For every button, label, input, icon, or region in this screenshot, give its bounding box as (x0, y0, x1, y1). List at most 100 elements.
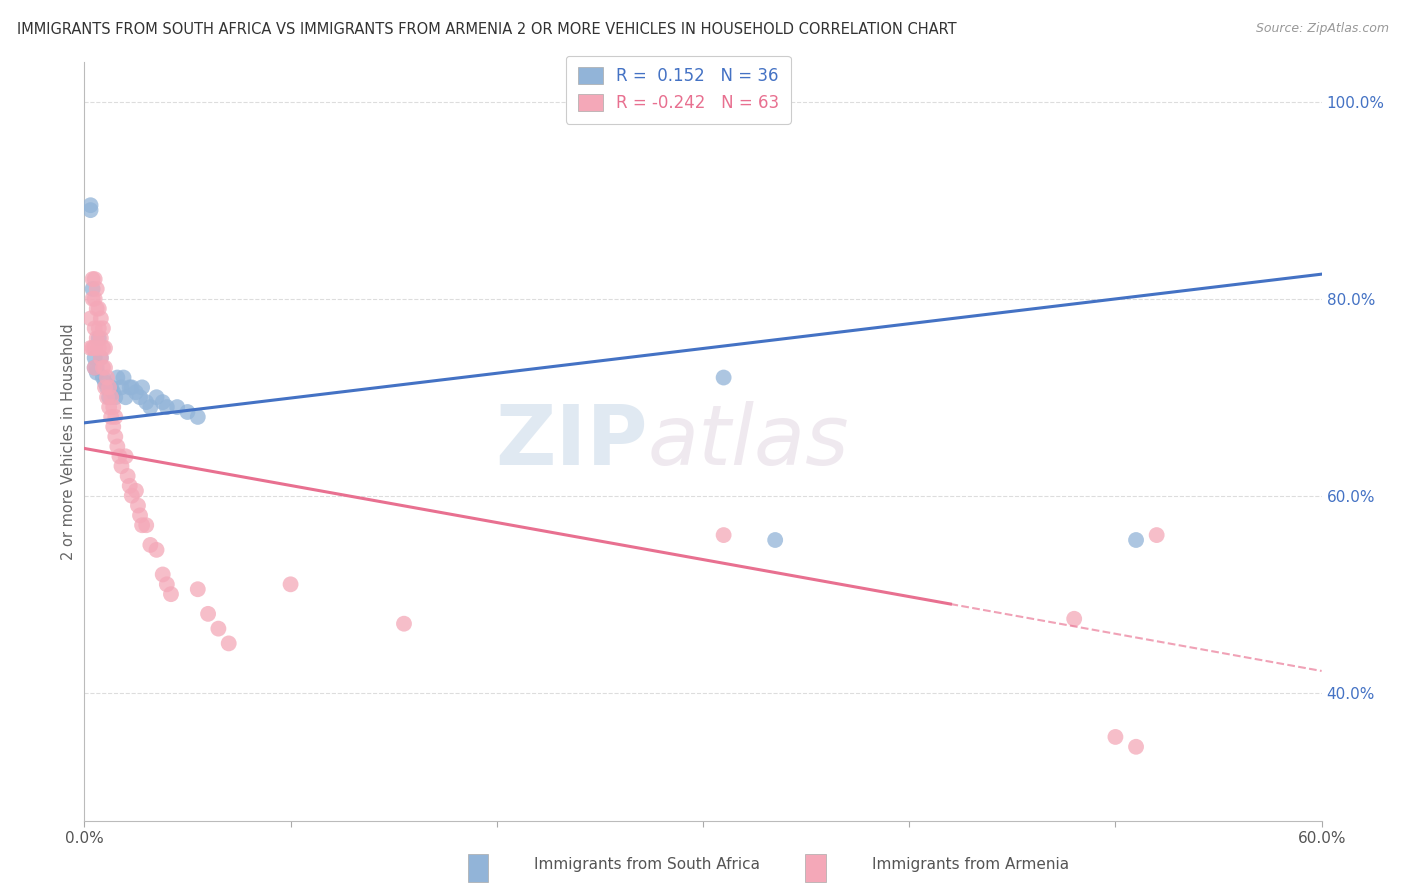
Point (91, 370, 114, 384)
Legend: R =  0.152   N = 36, R = -0.242   N = 63: R = 0.152 N = 36, R = -0.242 N = 63 (565, 55, 790, 124)
Point (114, 450, 136, 464)
Point (91, 360, 114, 375)
Text: Immigrants from South Africa: Immigrants from South Africa (534, 857, 761, 872)
Point (94, 376, 117, 390)
Text: Immigrants from Armenia: Immigrants from Armenia (872, 857, 1069, 872)
Point (763, 533, 786, 547)
Point (145, 390, 167, 404)
Y-axis label: 2 or more Vehicles in Household: 2 or more Vehicles in Household (60, 323, 76, 560)
Point (82, 282, 104, 296)
Point (110, 459, 132, 474)
Point (103, 400, 125, 414)
Point (86, 331, 108, 345)
Point (86, 360, 108, 375)
Point (96, 380, 118, 394)
Point (187, 409, 209, 424)
Point (96, 370, 118, 384)
Point (96, 390, 118, 404)
Point (145, 542, 167, 557)
Point (218, 636, 240, 650)
Point (86, 282, 108, 296)
Point (129, 508, 152, 523)
Point (87, 331, 110, 345)
Point (98, 380, 121, 394)
Point (166, 400, 188, 414)
Text: ZIP: ZIP (495, 401, 647, 482)
Point (82, 341, 104, 355)
Point (118, 380, 141, 394)
Point (83, 341, 105, 355)
Point (713, 370, 735, 384)
Point (98, 390, 121, 404)
Point (103, 419, 125, 434)
Point (129, 390, 152, 404)
Point (90, 331, 112, 345)
Point (79, 311, 101, 326)
Point (139, 538, 162, 552)
Point (86, 301, 108, 316)
Point (104, 390, 127, 404)
Point (104, 409, 127, 424)
Point (392, 616, 415, 631)
Point (110, 380, 132, 394)
Point (152, 395, 174, 409)
Point (83, 272, 105, 286)
Point (135, 518, 157, 533)
Point (125, 385, 148, 400)
Point (1125, 739, 1147, 754)
Point (156, 577, 179, 591)
Point (94, 360, 117, 375)
Point (98, 400, 121, 414)
Point (100, 409, 122, 424)
Point (105, 440, 128, 454)
Point (152, 567, 174, 582)
Text: IMMIGRANTS FROM SOUTH AFRICA VS IMMIGRANTS FROM ARMENIA 2 OR MORE VEHICLES IN HO: IMMIGRANTS FROM SOUTH AFRICA VS IMMIGRAN… (17, 22, 956, 37)
Point (1063, 612, 1085, 626)
Point (83, 360, 105, 375)
Point (100, 390, 122, 404)
Point (207, 622, 229, 636)
Point (713, 528, 735, 542)
Point (86, 366, 108, 380)
Point (131, 518, 153, 533)
Point (187, 582, 209, 597)
Point (108, 450, 131, 464)
Point (131, 380, 153, 394)
Point (87, 321, 110, 335)
Point (82, 292, 104, 306)
Point (112, 370, 135, 384)
Point (91, 341, 114, 355)
Point (87, 341, 110, 355)
Point (121, 380, 143, 394)
Point (139, 400, 162, 414)
Point (118, 479, 141, 493)
Point (79, 341, 101, 355)
Point (1104, 730, 1126, 744)
Point (125, 483, 148, 498)
Point (160, 587, 183, 601)
Point (91, 321, 114, 335)
Point (90, 311, 112, 326)
Point (87, 301, 110, 316)
Point (104, 429, 127, 443)
Point (117, 469, 139, 483)
Point (176, 405, 198, 419)
Point (1125, 533, 1147, 547)
Point (1146, 528, 1168, 542)
Point (135, 395, 157, 409)
Point (197, 607, 219, 621)
Point (90, 351, 112, 365)
Point (105, 370, 128, 384)
Text: Source: ZipAtlas.com: Source: ZipAtlas.com (1256, 22, 1389, 36)
Point (79, 203, 101, 218)
Point (100, 380, 122, 394)
Point (82, 272, 104, 286)
Point (83, 292, 105, 306)
Point (90, 351, 112, 365)
Point (114, 390, 136, 404)
Point (280, 577, 302, 591)
Point (127, 499, 149, 513)
Point (103, 385, 125, 400)
Point (94, 380, 117, 394)
Point (121, 489, 143, 503)
